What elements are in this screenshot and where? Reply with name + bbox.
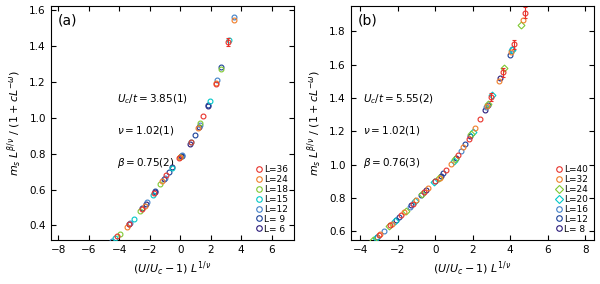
X-axis label: $(U/U_c - 1)\ L^{1/\nu}$: $(U/U_c - 1)\ L^{1/\nu}$ [433, 260, 512, 278]
Text: $\beta  = 0.76(3)$: $\beta = 0.76(3)$ [363, 156, 421, 170]
Text: (b): (b) [358, 13, 378, 27]
Text: (a): (a) [58, 13, 77, 27]
Text: $\nu  = 1.02(1)$: $\nu = 1.02(1)$ [363, 124, 421, 137]
Text: $U_c/t = 5.55(2)$: $U_c/t = 5.55(2)$ [363, 93, 434, 106]
Y-axis label: $m_s\ L^{\beta/\nu}\ /\ (1 + cL^{-\omega})$: $m_s\ L^{\beta/\nu}\ /\ (1 + cL^{-\omega… [305, 70, 324, 176]
Text: $U_c/t = 3.85(1)$: $U_c/t = 3.85(1)$ [116, 93, 187, 106]
Text: $\nu  = 1.02(1)$: $\nu = 1.02(1)$ [116, 124, 174, 137]
Y-axis label: $m_s\ L^{\beta/\nu}\ /\ (1 + cL^{-\omega})$: $m_s\ L^{\beta/\nu}\ /\ (1 + cL^{-\omega… [5, 70, 24, 176]
Text: $\beta  = 0.75(2)$: $\beta = 0.75(2)$ [116, 156, 174, 170]
Legend: L=36, L=24, L=18, L=15, L=12, L= 9, L= 6: L=36, L=24, L=18, L=15, L=12, L= 9, L= 6 [255, 163, 290, 235]
Legend: L=40, L=32, L=24, L=20, L=16, L=12, L= 8: L=40, L=32, L=24, L=20, L=16, L=12, L= 8 [555, 163, 590, 235]
X-axis label: $(U/U_c - 1)\ L^{1/\nu}$: $(U/U_c - 1)\ L^{1/\nu}$ [133, 260, 212, 278]
